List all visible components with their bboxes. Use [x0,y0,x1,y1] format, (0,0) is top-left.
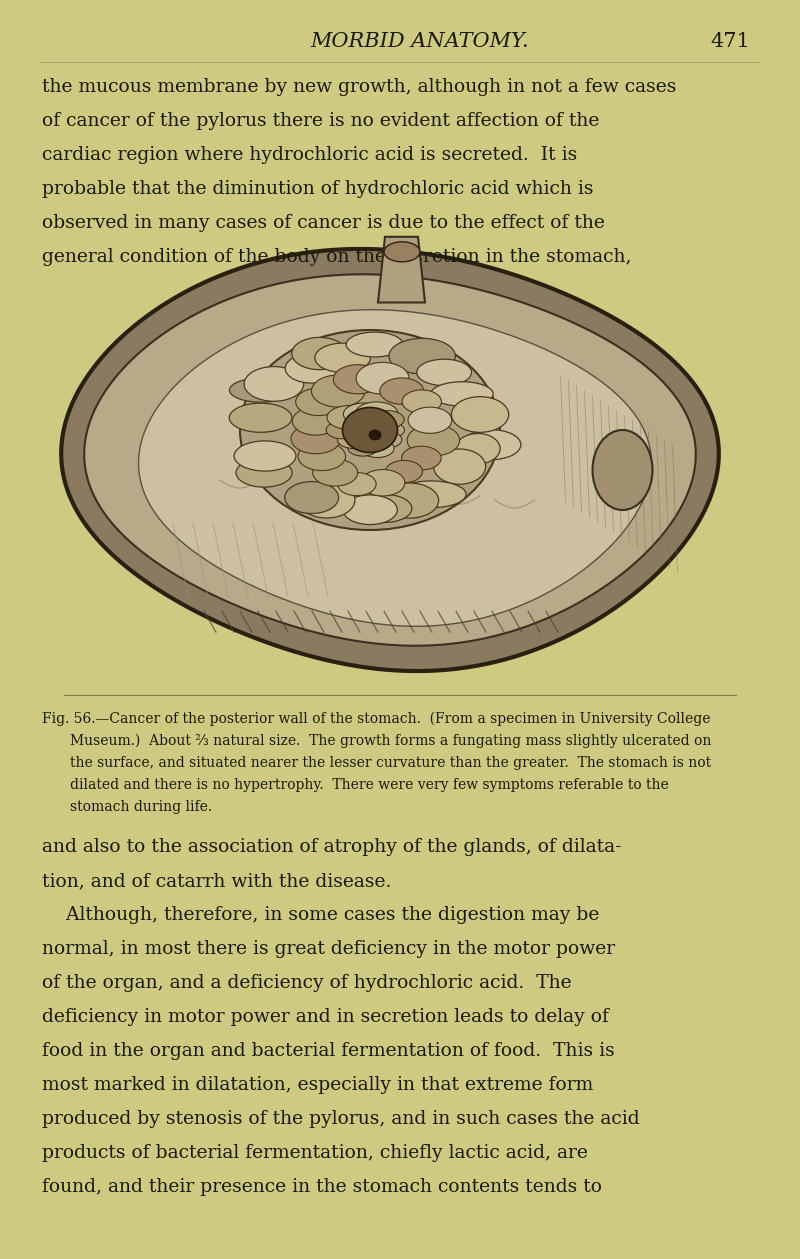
Text: Fig. 56.—Cancer of the posterior wall of the stomach.  (From a specimen in Unive: Fig. 56.—Cancer of the posterior wall of… [42,713,710,726]
Ellipse shape [315,344,370,373]
Ellipse shape [234,441,296,471]
Ellipse shape [285,482,338,514]
Ellipse shape [402,446,441,470]
Ellipse shape [338,431,370,448]
Polygon shape [138,310,651,626]
Ellipse shape [361,439,394,457]
Ellipse shape [298,482,355,517]
Ellipse shape [430,381,494,407]
Ellipse shape [408,407,452,433]
Ellipse shape [298,442,346,471]
Ellipse shape [369,431,381,439]
Ellipse shape [230,403,292,432]
Ellipse shape [371,432,402,448]
Text: tion, and of catarrh with the disease.: tion, and of catarrh with the disease. [42,872,391,890]
Ellipse shape [343,495,398,525]
Ellipse shape [389,339,455,374]
Ellipse shape [313,460,358,486]
Ellipse shape [311,375,365,407]
Ellipse shape [346,332,403,358]
Ellipse shape [593,431,653,510]
Ellipse shape [361,470,405,496]
Ellipse shape [348,439,378,456]
Text: most marked in dilatation, especially in that extreme form: most marked in dilatation, especially in… [42,1076,594,1094]
Ellipse shape [357,495,412,522]
Text: Museum.)  About ⅔ natural size.  The growth forms a fungating mass slightly ulce: Museum.) About ⅔ natural size. The growt… [70,734,711,748]
Ellipse shape [334,365,382,394]
Ellipse shape [417,359,471,385]
Text: and also to the association of atrophy of the glands, of dilata-: and also to the association of atrophy o… [42,838,622,856]
Polygon shape [378,237,425,302]
Ellipse shape [291,424,341,453]
Text: probable that the diminution of hydrochloric acid which is: probable that the diminution of hydrochl… [42,180,594,198]
Ellipse shape [327,405,370,429]
Text: stomach during life.: stomach during life. [70,799,212,815]
Text: of the organ, and a deficiency of hydrochloric acid.  The: of the organ, and a deficiency of hydroc… [42,974,572,992]
Ellipse shape [380,378,424,404]
Text: the mucous membrane by new growth, although in not a few cases: the mucous membrane by new growth, altho… [42,78,676,96]
Ellipse shape [402,390,442,413]
Ellipse shape [236,458,292,487]
Text: MORBID ANATOMY.: MORBID ANATOMY. [310,31,529,52]
Text: observed in many cases of cancer is due to the effect of the: observed in many cases of cancer is due … [42,214,605,232]
Polygon shape [84,274,696,646]
Text: deficiency in motor power and in secretion leads to delay of: deficiency in motor power and in secreti… [42,1008,609,1026]
Ellipse shape [326,422,358,439]
Text: cardiac region where hydrochloric acid is secreted.  It is: cardiac region where hydrochloric acid i… [42,146,578,164]
Ellipse shape [462,429,521,460]
Ellipse shape [286,354,338,383]
Ellipse shape [384,242,420,262]
Ellipse shape [456,433,500,463]
Text: Although, therefore, in some cases the digestion may be: Although, therefore, in some cases the d… [42,906,599,924]
Ellipse shape [434,449,486,485]
Text: normal, in most there is great deficiency in the motor power: normal, in most there is great deficienc… [42,940,615,958]
Text: products of bacterial fermentation, chiefly lactic acid, are: products of bacterial fermentation, chie… [42,1144,588,1162]
Ellipse shape [296,388,342,415]
Ellipse shape [244,366,304,402]
Ellipse shape [396,481,466,507]
Ellipse shape [376,422,405,438]
Ellipse shape [386,461,422,482]
Ellipse shape [355,402,398,426]
Text: found, and their presence in the stomach contents tends to: found, and their presence in the stomach… [42,1178,602,1196]
Text: general condition of the body on the secretion in the stomach,: general condition of the body on the sec… [42,248,631,266]
Ellipse shape [292,337,347,370]
Text: 471: 471 [710,31,750,52]
Text: produced by stenosis of the pylorus, and in such cases the acid: produced by stenosis of the pylorus, and… [42,1110,640,1128]
Ellipse shape [342,408,398,452]
Ellipse shape [451,397,509,432]
Text: the surface, and situated nearer the lesser curvature than the greater.  The sto: the surface, and situated nearer the les… [70,755,711,771]
Ellipse shape [407,424,459,456]
Ellipse shape [338,472,376,496]
Text: of cancer of the pylorus there is no evident affection of the: of cancer of the pylorus there is no evi… [42,112,599,130]
Ellipse shape [292,407,339,436]
Text: food in the organ and bacterial fermentation of food.  This is: food in the organ and bacterial fermenta… [42,1042,614,1060]
Ellipse shape [260,415,500,475]
Ellipse shape [356,363,409,394]
Text: dilated and there is no hypertrophy.  There were very few symptoms referable to : dilated and there is no hypertrophy. The… [70,778,669,792]
Ellipse shape [343,403,384,426]
Ellipse shape [240,330,500,530]
Ellipse shape [230,378,293,402]
Ellipse shape [379,483,438,519]
Polygon shape [62,249,718,671]
Ellipse shape [372,410,404,428]
